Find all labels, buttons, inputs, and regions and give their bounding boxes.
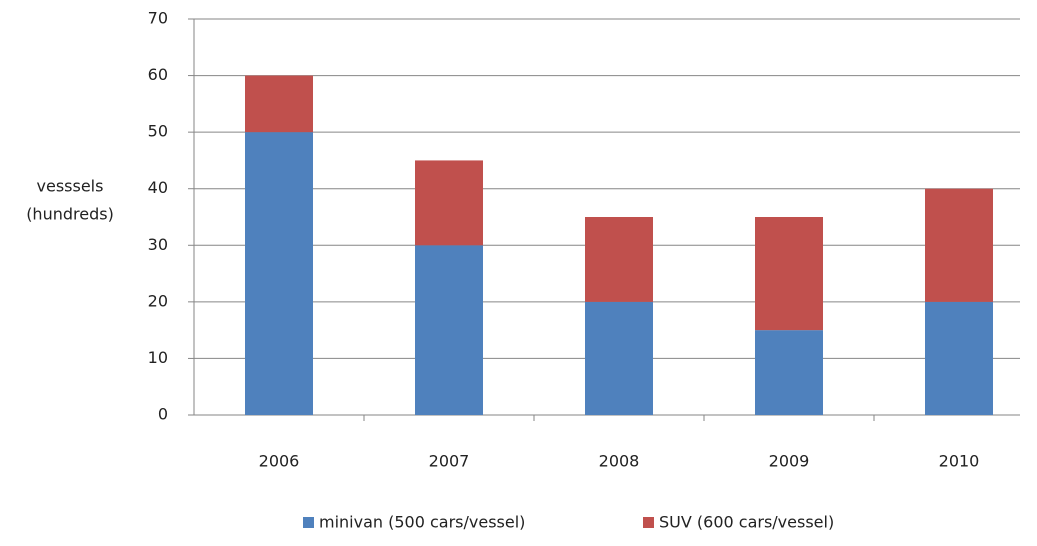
y-tick-label: 20: [148, 291, 168, 310]
bar-segment: [755, 330, 823, 415]
bar-segment: [755, 217, 823, 331]
bar-segment: [585, 301, 653, 415]
legend-label: minivan (500 cars/vessel): [319, 513, 525, 532]
y-tick-label: 70: [148, 9, 168, 28]
y-tick-label: 10: [148, 348, 168, 367]
legend-swatch: [643, 517, 654, 528]
x-tick-label: 2009: [769, 452, 810, 471]
x-tick-label: 2007: [429, 452, 470, 471]
y-axis-label: (hundreds): [26, 205, 114, 224]
x-tick-label: 2008: [599, 452, 640, 471]
bar-segment: [415, 245, 483, 415]
bar-segment: [925, 301, 993, 415]
legend-swatch: [303, 517, 314, 528]
legend-label: SUV (600 cars/vessel): [659, 513, 834, 532]
bar-segment: [245, 75, 313, 133]
bar-segment: [585, 217, 653, 302]
x-tick-label: 2006: [259, 452, 300, 471]
bar-segment: [415, 160, 483, 246]
y-tick-label: 40: [148, 178, 168, 197]
y-tick-label: 50: [148, 122, 168, 141]
y-axis-label: vesssels: [37, 177, 104, 196]
y-tick-label: 0: [158, 405, 168, 424]
y-tick-label: 60: [148, 65, 168, 84]
y-tick-label: 30: [148, 235, 168, 254]
bar-segment: [245, 132, 313, 415]
bar-segment: [925, 188, 993, 302]
x-tick-label: 2010: [939, 452, 980, 471]
